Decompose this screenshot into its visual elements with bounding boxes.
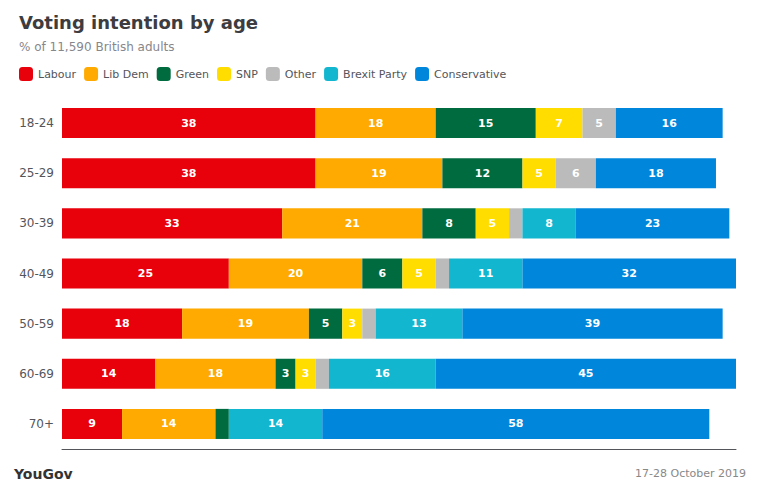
svg-text:18: 18 bbox=[114, 317, 129, 330]
svg-text:58: 58 bbox=[508, 417, 523, 430]
svg-text:30-39: 30-39 bbox=[19, 216, 54, 230]
svg-text:Green: Green bbox=[176, 68, 209, 81]
svg-text:Lib Dem: Lib Dem bbox=[103, 68, 149, 81]
svg-text:8: 8 bbox=[445, 217, 453, 230]
svg-text:14: 14 bbox=[268, 417, 284, 430]
svg-text:3: 3 bbox=[282, 367, 290, 380]
svg-text:SNP: SNP bbox=[236, 68, 258, 81]
svg-text:38: 38 bbox=[181, 167, 196, 180]
svg-text:45: 45 bbox=[578, 367, 593, 380]
svg-text:16: 16 bbox=[375, 367, 391, 380]
svg-text:7: 7 bbox=[555, 117, 563, 130]
svg-text:Voting intention by age: Voting intention by age bbox=[19, 12, 258, 33]
svg-text:% of 11,590 British adults: % of 11,590 British adults bbox=[19, 40, 174, 54]
svg-text:6: 6 bbox=[572, 167, 580, 180]
svg-text:Other: Other bbox=[285, 68, 317, 81]
svg-text:8: 8 bbox=[545, 217, 553, 230]
svg-text:18: 18 bbox=[208, 367, 223, 380]
svg-text:16: 16 bbox=[662, 117, 678, 130]
svg-text:33: 33 bbox=[164, 217, 179, 230]
svg-text:19: 19 bbox=[371, 167, 386, 180]
svg-text:12: 12 bbox=[475, 167, 490, 180]
svg-text:23: 23 bbox=[645, 217, 660, 230]
svg-text:18-24: 18-24 bbox=[19, 116, 54, 130]
svg-text:6: 6 bbox=[378, 267, 386, 280]
svg-text:25: 25 bbox=[138, 267, 153, 280]
svg-text:13: 13 bbox=[411, 317, 426, 330]
svg-text:5: 5 bbox=[322, 317, 330, 330]
svg-text:18: 18 bbox=[368, 117, 383, 130]
svg-text:25-29: 25-29 bbox=[19, 166, 54, 180]
svg-text:39: 39 bbox=[585, 317, 600, 330]
svg-text:11: 11 bbox=[478, 267, 493, 280]
svg-text:21: 21 bbox=[345, 217, 360, 230]
svg-text:Conservative: Conservative bbox=[434, 68, 507, 81]
svg-text:38: 38 bbox=[181, 117, 196, 130]
svg-text:3: 3 bbox=[302, 367, 310, 380]
svg-text:15: 15 bbox=[478, 117, 493, 130]
svg-text:Brexit Party: Brexit Party bbox=[343, 68, 407, 81]
svg-text:3: 3 bbox=[348, 317, 356, 330]
svg-text:60-69: 60-69 bbox=[19, 367, 54, 381]
svg-text:40-49: 40-49 bbox=[19, 267, 54, 281]
svg-text:5: 5 bbox=[535, 167, 543, 180]
svg-text:9: 9 bbox=[88, 417, 96, 430]
svg-text:20: 20 bbox=[288, 267, 304, 280]
svg-text:18: 18 bbox=[648, 167, 663, 180]
svg-text:17-28 October 2019: 17-28 October 2019 bbox=[635, 467, 746, 480]
svg-text:5: 5 bbox=[415, 267, 423, 280]
svg-text:70+: 70+ bbox=[29, 417, 54, 431]
svg-text:5: 5 bbox=[595, 117, 603, 130]
svg-text:14: 14 bbox=[101, 367, 117, 380]
svg-text:14: 14 bbox=[161, 417, 177, 430]
svg-text:Labour: Labour bbox=[38, 68, 77, 81]
svg-text:19: 19 bbox=[238, 317, 253, 330]
svg-text:50-59: 50-59 bbox=[19, 317, 54, 331]
svg-text:YouGov: YouGov bbox=[13, 466, 73, 482]
svg-text:32: 32 bbox=[622, 267, 637, 280]
svg-text:5: 5 bbox=[489, 217, 497, 230]
